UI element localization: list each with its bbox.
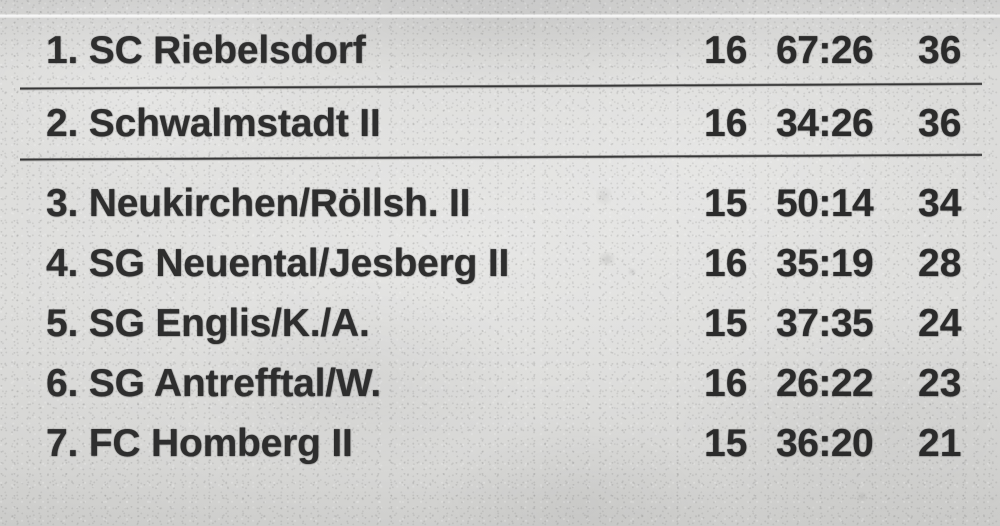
table-row[interactable]: 6. SG Antrefftal/W. 16 26:22 23 bbox=[0, 355, 1000, 413]
club-name: 7. FC Homberg II bbox=[46, 422, 353, 465]
points-value: 24 bbox=[918, 302, 962, 345]
matches-played: 15 bbox=[704, 182, 748, 225]
points-value: 28 bbox=[918, 242, 962, 285]
matches-played: 16 bbox=[704, 362, 748, 405]
matches-played: 16 bbox=[704, 242, 748, 285]
matches-played: 16 bbox=[704, 29, 748, 72]
goal-ratio: 26:22 bbox=[776, 362, 874, 405]
matches-played: 15 bbox=[704, 422, 748, 465]
points-value: 34 bbox=[918, 182, 962, 225]
points-value: 36 bbox=[918, 29, 962, 72]
points-value: 21 bbox=[918, 422, 962, 465]
table-row[interactable]: 7. FC Homberg II 15 36:20 21 bbox=[0, 415, 1000, 473]
matches-played: 15 bbox=[704, 302, 748, 345]
goal-ratio: 37:35 bbox=[776, 302, 874, 345]
row-separator-rule bbox=[19, 153, 982, 161]
goal-ratio: 35:19 bbox=[776, 242, 874, 285]
matches-played: 16 bbox=[704, 102, 748, 145]
points-value: 36 bbox=[918, 102, 962, 145]
scan-highlight-band bbox=[0, 14, 1000, 18]
row-separator-rule bbox=[19, 82, 982, 90]
club-name: 6. SG Antrefftal/W. bbox=[46, 362, 381, 405]
goal-ratio: 50:14 bbox=[776, 182, 874, 225]
table-row[interactable]: 3. Neukirchen/Röllsh. II 15 50:14 34 bbox=[0, 175, 1000, 233]
goal-ratio: 34:26 bbox=[776, 102, 874, 145]
points-value: 23 bbox=[918, 362, 962, 405]
club-name: 5. SG Englis/K./A. bbox=[46, 302, 370, 345]
table-row[interactable]: 1. SC Riebelsdorf 16 67:26 36 bbox=[0, 22, 1000, 80]
table-row[interactable]: 4. SG Neuental/Jesberg II 16 35:19 28 bbox=[0, 235, 1000, 293]
club-name: 4. SG Neuental/Jesberg II bbox=[46, 242, 510, 285]
goal-ratio: 67:26 bbox=[776, 29, 874, 72]
goal-ratio: 36:20 bbox=[776, 422, 874, 465]
table-row[interactable]: 2. Schwalmstadt II 16 34:26 36 bbox=[0, 95, 1000, 153]
club-name: 3. Neukirchen/Röllsh. II bbox=[46, 182, 471, 225]
club-name: 1. SC Riebelsdorf bbox=[46, 29, 366, 72]
table-row[interactable]: 5. SG Englis/K./A. 15 37:35 24 bbox=[0, 295, 1000, 353]
club-name: 2. Schwalmstadt II bbox=[46, 102, 381, 145]
print-smudge bbox=[855, 492, 869, 502]
